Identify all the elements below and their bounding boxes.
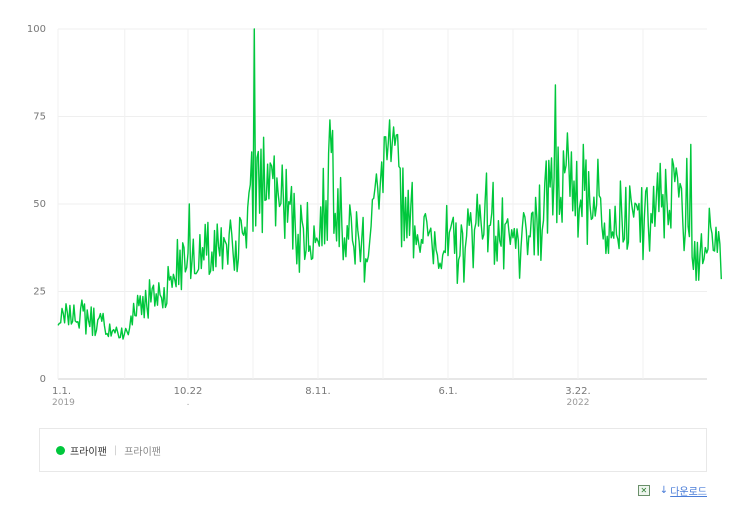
y-tick-label: 100: [27, 24, 46, 35]
x-tick-label: 10.22: [174, 386, 203, 397]
legend-separator: |: [113, 444, 118, 456]
legend: 프라이팬 | 프라이팬: [39, 428, 707, 472]
download-link[interactable]: 다운로드: [670, 487, 707, 498]
x-tick-sublabel: 2022: [567, 398, 590, 408]
x-axis: 1.1.2019 10.22. 8.11. 6.1. 3.22.2022: [52, 386, 591, 408]
x-tick-label: 8.11.: [305, 386, 330, 397]
x-tick-sublabel: .: [187, 398, 190, 408]
x-tick-label: 6.1.: [438, 386, 457, 397]
x-tick-label: 3.22.: [565, 386, 590, 397]
y-tick-label: 75: [33, 112, 46, 123]
legend-dot: [56, 445, 65, 455]
series-line-fryingpan: [57, 28, 722, 340]
footer-actions: ✕ ↓ 다운로드: [637, 483, 707, 498]
y-tick-label: 50: [33, 199, 46, 210]
plot-area: [57, 28, 722, 340]
download-arrow-icon[interactable]: ↓: [659, 485, 669, 496]
legend-series-name[interactable]: 프라이팬: [70, 446, 107, 458]
x-tick-sublabel: 2019: [52, 398, 75, 408]
excel-icon[interactable]: ✕: [637, 485, 650, 496]
y-tick-label: 25: [33, 287, 46, 298]
trend-chart: 0 25 50 75 100 1.1.2019 10.22. 8.11. 6.1. 3.22.2…: [27, 24, 722, 408]
y-tick-label: 0: [40, 374, 46, 385]
x-tick-label: 1.1.: [52, 386, 71, 397]
legend-series-sub: 프라이팬: [124, 446, 161, 458]
y-axis: 0 25 50 75 100: [27, 24, 46, 385]
grid-lines: [57, 28, 707, 380]
